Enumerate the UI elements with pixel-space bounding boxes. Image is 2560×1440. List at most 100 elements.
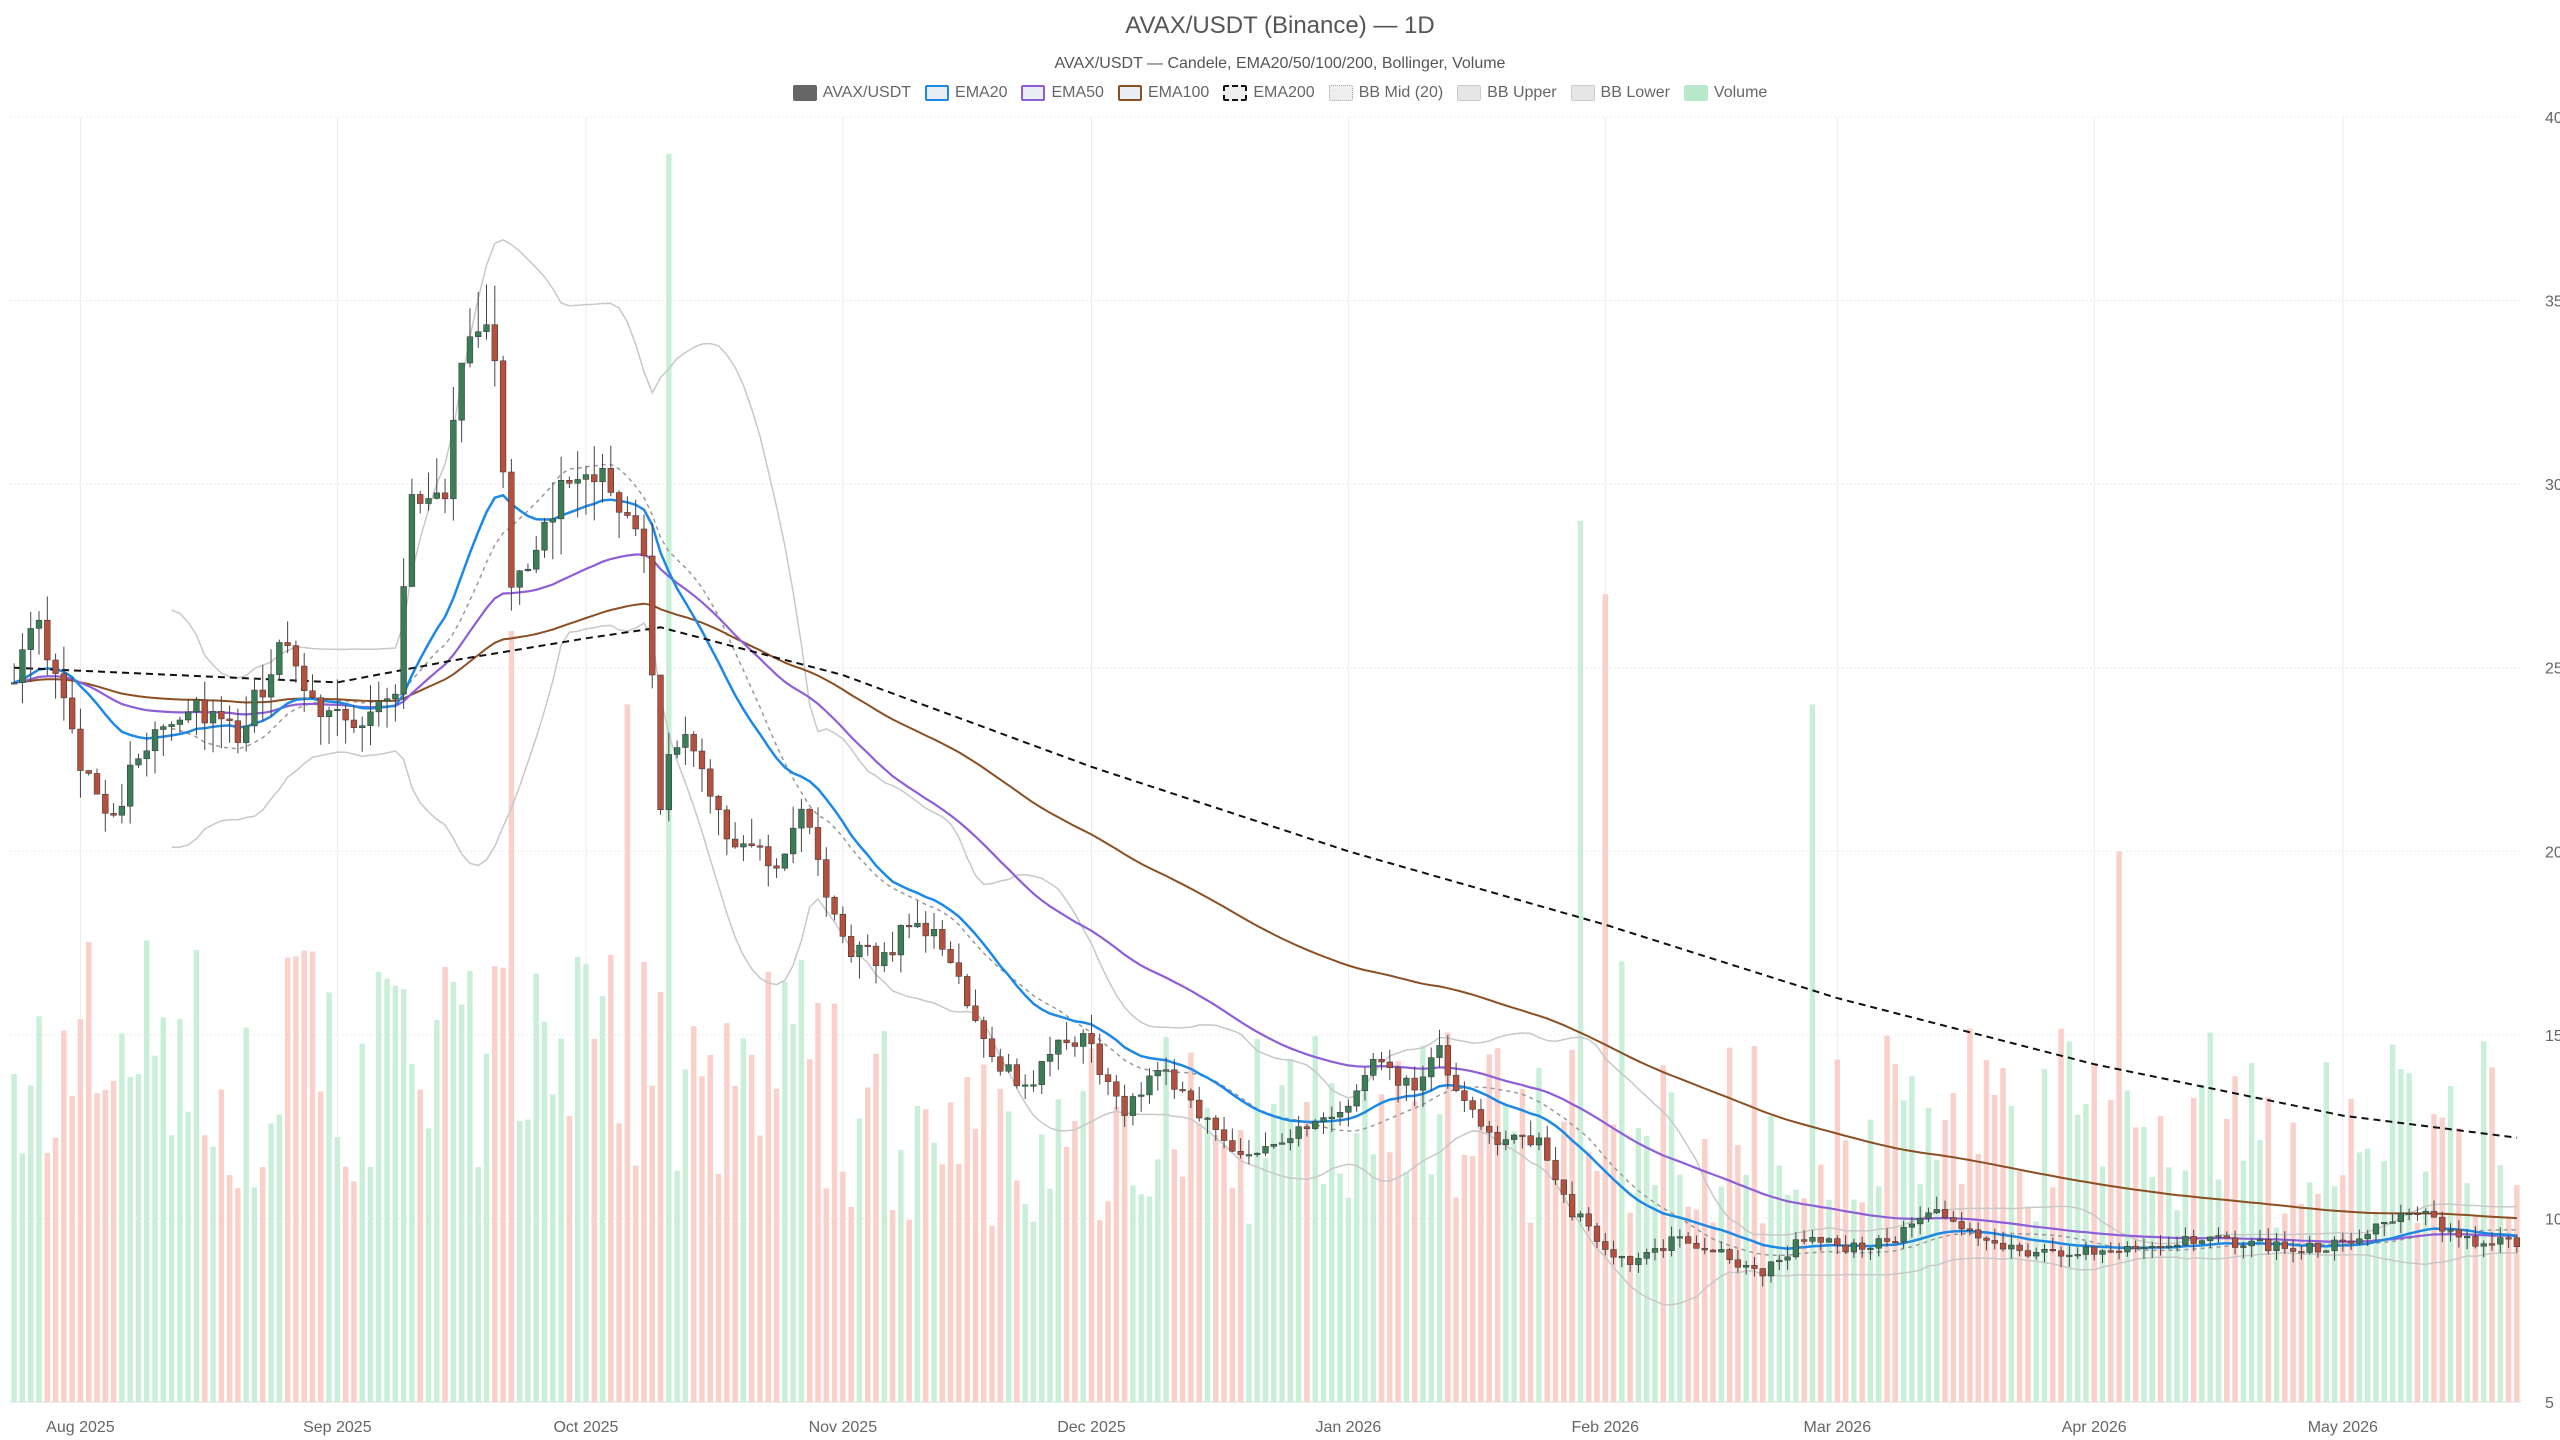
- candle: [789, 806, 797, 864]
- volume-bar: [1842, 1140, 1849, 1402]
- candle: [2405, 1208, 2413, 1221]
- candle-body: [1718, 1249, 1725, 1253]
- candle-body: [1005, 1064, 1012, 1072]
- candle-body: [549, 518, 556, 523]
- candle-body: [367, 711, 374, 726]
- volume-bar: [831, 1003, 838, 1402]
- legend-item[interactable]: EMA100: [1117, 84, 1209, 102]
- candle-body: [955, 962, 963, 977]
- candle: [1477, 1098, 1485, 1131]
- candle: [151, 721, 159, 774]
- candle-body: [748, 843, 755, 847]
- volume-bar: [1395, 1061, 1401, 1402]
- candle: [1411, 1066, 1418, 1107]
- candle: [2339, 1232, 2346, 1252]
- candle: [334, 679, 341, 737]
- candle-body: [1502, 1139, 1509, 1145]
- candle-body: [1254, 1152, 1261, 1155]
- volume-bar: [318, 1091, 324, 1402]
- volume-bar: [815, 1002, 821, 1402]
- ema200-line: [14, 626, 2518, 1139]
- candle: [1287, 1129, 1294, 1151]
- legend-item[interactable]: EMA20: [925, 84, 1007, 102]
- volume-bar: [1486, 1054, 1492, 1402]
- volume-bar: [790, 1023, 796, 1402]
- candle-body: [1104, 1074, 1112, 1082]
- candle-body: [541, 521, 548, 551]
- candle-body: [491, 324, 498, 362]
- candle: [2041, 1244, 2048, 1263]
- candle: [1527, 1120, 1534, 1148]
- candle: [2049, 1237, 2056, 1253]
- candle: [2281, 1231, 2288, 1254]
- candle-body: [731, 838, 739, 848]
- volume-bar: [1213, 1134, 1219, 1402]
- candle-body: [1154, 1070, 1161, 1077]
- candle: [1560, 1179, 1567, 1203]
- candle: [1419, 1065, 1427, 1108]
- candle: [1245, 1140, 1253, 1165]
- volume-bar: [632, 1165, 639, 1402]
- candle: [301, 652, 308, 712]
- candle: [2364, 1229, 2371, 1246]
- legend-item[interactable]: EMA50: [1021, 84, 1104, 102]
- volume-bar: [508, 631, 515, 1402]
- legend-item[interactable]: BB Upper: [1457, 84, 1557, 102]
- candle: [2372, 1223, 2380, 1242]
- legend-item[interactable]: BB Mid (20): [1328, 84, 1443, 102]
- volume-bar: [1155, 1159, 1161, 1402]
- candle: [408, 478, 416, 588]
- candle-body: [417, 494, 424, 504]
- candle-body: [499, 360, 507, 473]
- candle: [1146, 1068, 1153, 1104]
- candle-body: [160, 726, 167, 730]
- candle: [640, 514, 648, 573]
- candle: [1386, 1049, 1393, 1081]
- volume-bar: [616, 1123, 622, 1402]
- volume-bar: [243, 1027, 249, 1402]
- legend-item[interactable]: AVAX/USDT: [792, 84, 911, 102]
- candle-body: [1535, 1137, 1543, 1146]
- candle-body: [557, 480, 565, 520]
- candle: [2082, 1241, 2090, 1261]
- volume-bar: [268, 1123, 274, 1402]
- candle: [2439, 1211, 2446, 1243]
- candle-body: [2430, 1211, 2438, 1218]
- volume-bar: [19, 1153, 26, 1402]
- volume-bar: [674, 1170, 680, 1402]
- volume-bar: [2174, 1210, 2180, 1402]
- candle-body: [127, 764, 134, 807]
- legend-item[interactable]: Volume: [1683, 84, 1767, 102]
- candle: [1635, 1252, 1642, 1273]
- volume-bar: [1295, 1127, 1302, 1402]
- volume-bar: [1271, 1103, 1277, 1402]
- candle-body: [922, 922, 929, 937]
- candle-body: [1776, 1259, 1783, 1263]
- legend-item[interactable]: BB Lower: [1570, 84, 1670, 102]
- candle: [1129, 1093, 1137, 1126]
- volume-bar: [2348, 1098, 2354, 1402]
- candle: [499, 355, 507, 489]
- volume-bar: [1759, 1223, 1766, 1402]
- legend-item[interactable]: EMA200: [1223, 84, 1315, 102]
- volume-bar: [864, 1087, 871, 1402]
- volume-bar: [367, 1166, 374, 1402]
- volume-bar: [2315, 1193, 2321, 1402]
- volume-bar: [1146, 1196, 1153, 1402]
- volume-bar: [848, 1206, 854, 1402]
- candle-body: [1055, 1039, 1062, 1055]
- candle-body: [1676, 1236, 1684, 1239]
- volume-bar: [483, 1053, 490, 1402]
- candle-body: [433, 492, 440, 499]
- volume-bar: [1229, 1187, 1236, 1402]
- candle-body: [1834, 1238, 1841, 1246]
- candle: [2165, 1236, 2172, 1250]
- candle: [740, 835, 747, 862]
- candle: [93, 768, 101, 795]
- candle: [1469, 1096, 1476, 1118]
- volume-bar: [682, 1069, 689, 1402]
- candle: [1618, 1255, 1625, 1268]
- candle: [1303, 1124, 1311, 1137]
- candle-body: [1220, 1129, 1228, 1141]
- candle-body: [1179, 1089, 1186, 1092]
